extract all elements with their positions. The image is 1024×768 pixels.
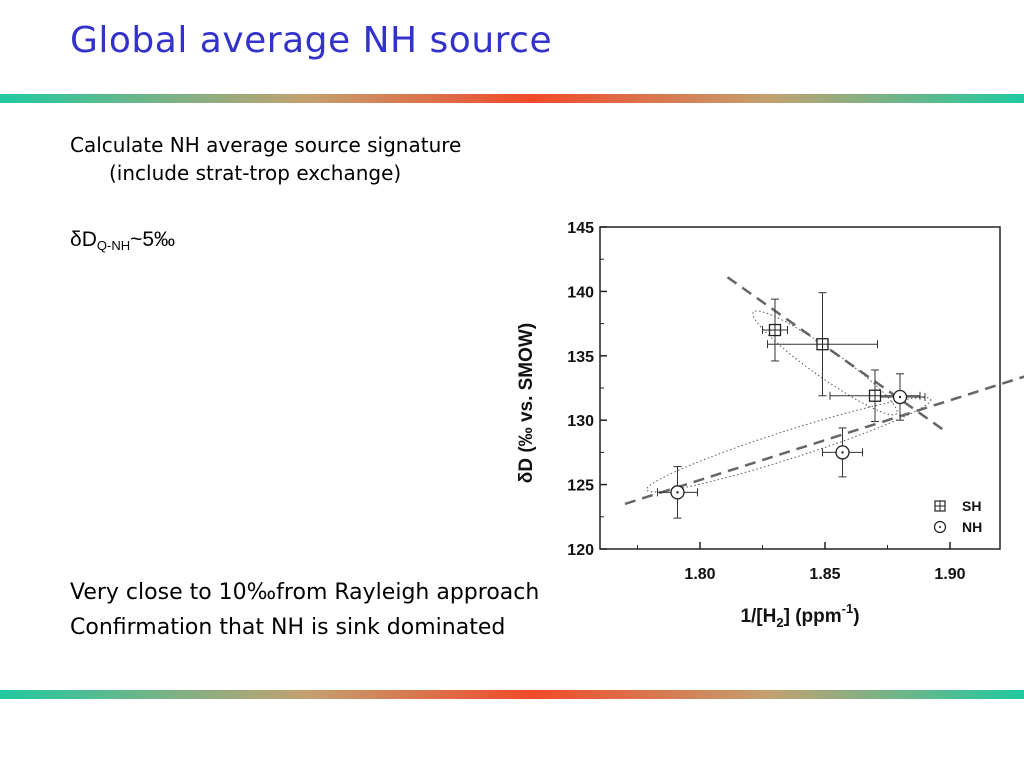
- x-label-tail: ] (ppm: [784, 606, 842, 627]
- slide-title: Global average NH source: [70, 20, 553, 61]
- x-label-sub: 2: [776, 615, 783, 630]
- x-axis-label: 1/[H2] (ppm-1): [740, 601, 859, 630]
- x-label-main: 1/[H: [740, 606, 776, 627]
- sh-fit-line: [726, 276, 944, 431]
- x-label-close: ): [853, 606, 859, 627]
- x-tick-label: 1.85: [809, 566, 840, 583]
- y-tick-label: 135: [567, 349, 594, 366]
- delta-d: D: [81, 228, 97, 251]
- nh-fit-line: [624, 375, 1024, 506]
- nh-marker-dot: [898, 395, 902, 399]
- delta-subscript: Q-NH: [96, 238, 131, 253]
- y-tick-label: 125: [567, 478, 594, 495]
- y-tick-label: 130: [567, 413, 594, 430]
- conclusion-line-2: Confirmation that NH is sink dominated: [70, 615, 506, 640]
- conclusion-line-1: Very close to 10‰from Rayleigh approach: [70, 580, 540, 605]
- y-axis-label: δD (‰ vs. SMOW): [516, 323, 537, 483]
- x-tick-label: 1.90: [934, 566, 965, 583]
- legend-sh-label: SH: [962, 498, 981, 514]
- top-divider: [0, 94, 1024, 103]
- x-label-sup: -1: [842, 601, 854, 616]
- y-tick-label: 140: [567, 284, 594, 301]
- nh-confidence-ellipse: [646, 396, 932, 493]
- legend-nh-dot: [939, 526, 941, 528]
- delta-result: δDQ-NH~5‰: [70, 228, 175, 253]
- sh-confidence-ellipse: [752, 310, 898, 416]
- chart-legend: SH NH: [933, 498, 982, 535]
- bullet-line-1: Calculate NH average source signature: [70, 133, 462, 157]
- x-tick-label: 1.80: [684, 566, 715, 583]
- delta-value: ~5‰: [130, 228, 176, 251]
- y-tick-label: 145: [567, 220, 594, 237]
- bottom-divider: [0, 690, 1024, 699]
- y-tick-label: 120: [567, 542, 594, 559]
- delta-symbol: δ: [70, 228, 82, 251]
- legend-nh-label: NH: [962, 519, 982, 535]
- bullet-line-2: (include strat-trop exchange): [109, 161, 402, 185]
- nh-marker-dot: [841, 451, 844, 454]
- nh-marker-dot: [676, 491, 679, 494]
